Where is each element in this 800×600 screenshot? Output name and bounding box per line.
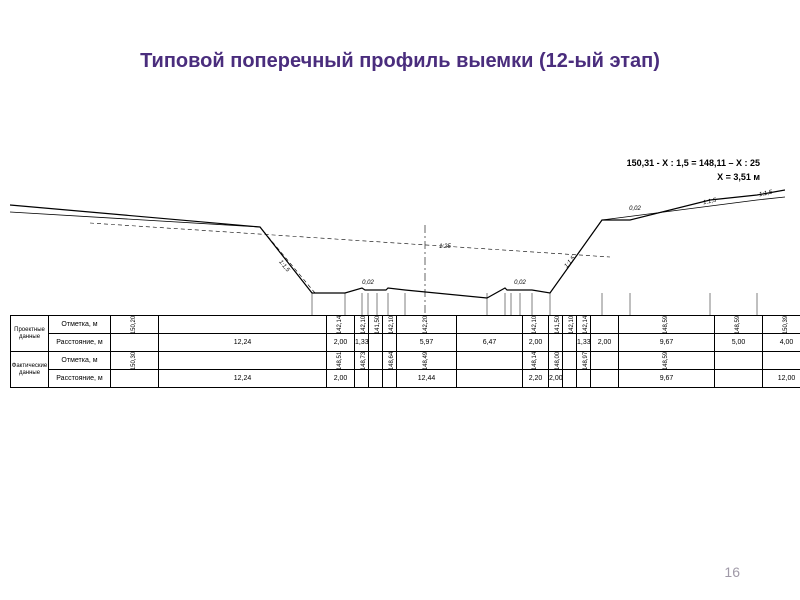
table-cell xyxy=(111,334,159,352)
table-cell: 12,24 xyxy=(159,370,327,388)
table-cell: 1,33 xyxy=(355,334,369,352)
table-cell xyxy=(383,370,397,388)
svg-text:1:1,5: 1:1,5 xyxy=(277,259,291,274)
table-cell: 148,73 xyxy=(355,352,369,370)
table-cell xyxy=(369,370,383,388)
table-cell: 5,00 xyxy=(715,334,763,352)
svg-text:0,02: 0,02 xyxy=(514,280,526,286)
table-cell: 148,00 xyxy=(549,352,563,370)
table-cell xyxy=(159,316,327,334)
table-cell: 1,33 xyxy=(577,334,591,352)
table-cell: 142,14 xyxy=(577,316,591,334)
table-cell xyxy=(591,370,619,388)
table-cell xyxy=(563,370,577,388)
table-cell xyxy=(159,352,327,370)
table-cell: 9,67 xyxy=(619,334,715,352)
row-label: Отметка, м xyxy=(49,316,111,334)
table-cell: 2,00 xyxy=(591,334,619,352)
row-label: Расстояние, м xyxy=(49,370,111,388)
table-cell: 142,14 xyxy=(327,316,355,334)
equation-2: X = 3,51 м xyxy=(717,172,760,182)
table-cell: 142,10 xyxy=(563,316,577,334)
table-row: Расстояние, м12,242,001,335,976,472,001,… xyxy=(11,334,800,352)
cross-section-diagram: 1:251:1,51:1,51:1,51:1,50,020,020,02 xyxy=(10,185,785,315)
profile-data-table: ПроектныеданныеОтметка, м150,20142,14142… xyxy=(10,315,800,388)
table-cell: 148,59 xyxy=(619,316,715,334)
svg-text:0,02: 0,02 xyxy=(362,280,374,286)
table-cell xyxy=(457,370,523,388)
table-cell: 150,30 xyxy=(111,352,159,370)
table-cell xyxy=(763,352,800,370)
table-cell: 150,39 xyxy=(763,316,800,334)
table-cell: 141,50 xyxy=(549,316,563,334)
row-label: Расстояние, м xyxy=(49,334,111,352)
table-cell xyxy=(591,352,619,370)
table-cell xyxy=(591,316,619,334)
table-cell: 148,51 xyxy=(327,352,355,370)
table-cell: 142,20 xyxy=(397,316,457,334)
table-cell: 142,10 xyxy=(383,316,397,334)
table-cell: 12,44 xyxy=(397,370,457,388)
table-cell: 148,59 xyxy=(715,316,763,334)
table-cell: 148,97 xyxy=(577,352,591,370)
table-cell xyxy=(369,352,383,370)
table-cell xyxy=(577,370,591,388)
data-table-wrap: ПроектныеданныеОтметка, м150,20142,14142… xyxy=(10,315,785,388)
table-row: ФактическиеданныеОтметка, м150,30148,511… xyxy=(11,352,800,370)
svg-text:0,02: 0,02 xyxy=(629,206,641,212)
table-cell: 142,10 xyxy=(523,316,549,334)
table-cell: 141,50 xyxy=(369,316,383,334)
table-cell xyxy=(355,370,369,388)
equation-1: 150,31 - X : 1,5 = 148,11 – X : 25 xyxy=(627,158,760,168)
table-cell: 2,00 xyxy=(327,370,355,388)
table-cell xyxy=(715,370,763,388)
table-cell: 148,14 xyxy=(523,352,549,370)
row-label: Отметка, м xyxy=(49,352,111,370)
table-cell: 148,59 xyxy=(619,352,715,370)
table-cell: 2,00 xyxy=(523,334,549,352)
table-cell: 142,10 xyxy=(355,316,369,334)
table-cell: 2,00 xyxy=(549,370,563,388)
table-cell xyxy=(457,352,523,370)
table-cell: 2,20 xyxy=(523,370,549,388)
table-cell: 148,49 xyxy=(397,352,457,370)
table-cell: 5,97 xyxy=(397,334,457,352)
table-cell xyxy=(457,316,523,334)
table-cell xyxy=(563,352,577,370)
svg-text:1:25: 1:25 xyxy=(439,244,451,250)
table-cell xyxy=(111,370,159,388)
page-number: 16 xyxy=(724,564,740,580)
table-cell: 4,00 xyxy=(763,334,800,352)
table-cell xyxy=(715,352,763,370)
table-cell: 12,24 xyxy=(159,334,327,352)
table-cell: 150,20 xyxy=(111,316,159,334)
table-cell xyxy=(383,334,397,352)
table-cell: 9,67 xyxy=(619,370,715,388)
table-cell xyxy=(369,334,383,352)
table-row: Расстояние, м12,242,0012,442,202,009,671… xyxy=(11,370,800,388)
svg-text:1:1,5: 1:1,5 xyxy=(759,190,774,199)
row-group-label: Проектныеданные xyxy=(11,316,49,352)
table-cell xyxy=(549,334,563,352)
table-cell: 12,00 xyxy=(763,370,800,388)
table-cell: 6,47 xyxy=(457,334,523,352)
page-title: Типовой поперечный профиль выемки (12-ый… xyxy=(0,50,800,73)
row-group-label: Фактическиеданные xyxy=(11,352,49,388)
table-cell: 148,64 xyxy=(383,352,397,370)
table-cell xyxy=(563,334,577,352)
table-row: ПроектныеданныеОтметка, м150,20142,14142… xyxy=(11,316,800,334)
table-cell: 2,00 xyxy=(327,334,355,352)
